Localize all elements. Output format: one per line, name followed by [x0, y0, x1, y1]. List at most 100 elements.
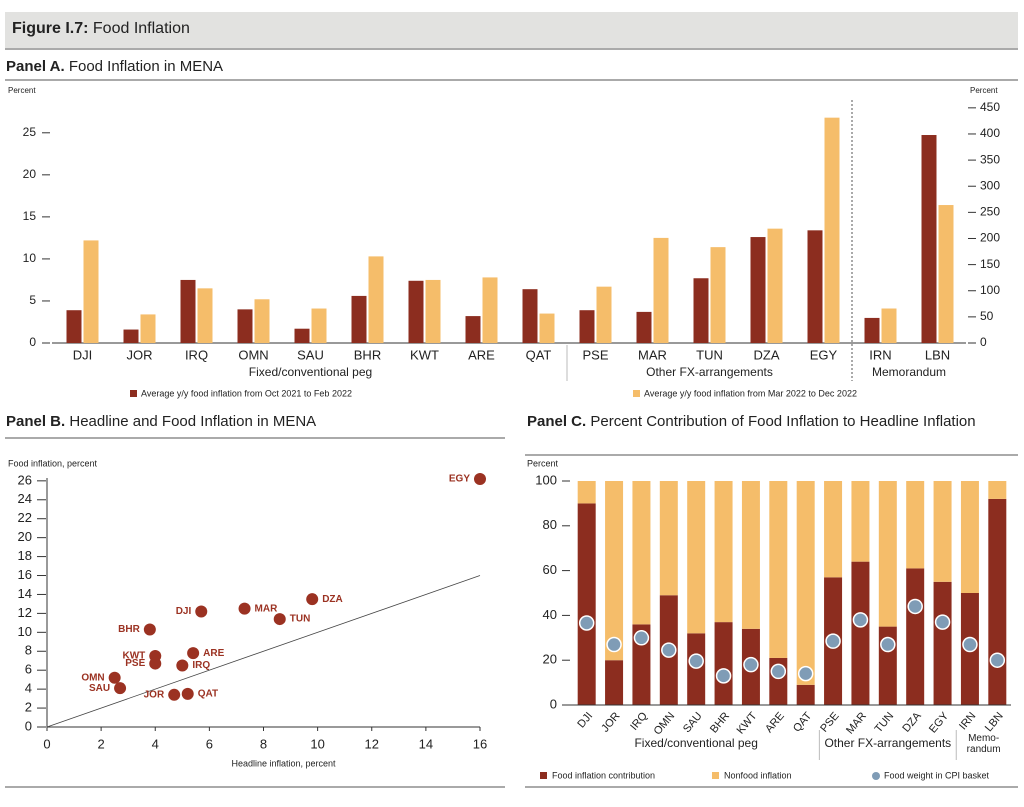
bar [881, 308, 897, 343]
x-tick-label: LBN [925, 347, 950, 362]
legend-label: Food inflation contribution [552, 770, 655, 780]
legend-swatch [540, 772, 547, 779]
y-tick-label: 25 [23, 125, 37, 139]
y-tick-label: 20 [23, 167, 37, 181]
bar-segment [769, 481, 788, 658]
bar [710, 247, 726, 343]
bar-segment [577, 503, 596, 705]
bar-segment [796, 684, 815, 705]
x-tick-label: LBN [983, 710, 1006, 734]
x-tick-label: BHR [354, 347, 381, 362]
bar [351, 295, 367, 343]
point-label: MAR [255, 603, 279, 614]
dot [578, 615, 595, 631]
panel-label: Panel B. [6, 413, 66, 430]
point-label: PSE [125, 658, 145, 669]
y2-axis-label: Percent [970, 86, 998, 95]
x-tick-label: DJI [575, 710, 595, 730]
point-label: DZA [322, 594, 343, 605]
bar-segment [577, 481, 596, 504]
x-tick-label: BHR [708, 710, 732, 736]
x-tick-label: QAT [526, 347, 552, 362]
diagonal [46, 575, 481, 728]
point [168, 688, 181, 701]
point [108, 671, 121, 684]
point [238, 602, 251, 615]
bar-segment [878, 481, 897, 627]
bar [311, 308, 327, 343]
point-label: IRQ [192, 660, 210, 671]
group-label: Other FX-arrangements [824, 736, 951, 750]
dot [852, 612, 869, 628]
bar-segment [687, 481, 706, 634]
bar [636, 311, 652, 343]
x-tick-label: SAU [297, 347, 324, 362]
bar [482, 277, 498, 343]
figure-title-text: Food Inflation [92, 20, 190, 37]
x-tick-label: OMN [652, 710, 678, 737]
dot [934, 614, 951, 630]
bar [180, 279, 196, 343]
bar [254, 299, 270, 343]
group-label: Other FX-arrangements [646, 365, 773, 379]
x-tick-label: TUN [696, 347, 723, 362]
bar [408, 280, 424, 343]
x-axis-label: Headline inflation, percent [231, 758, 336, 768]
bar [425, 279, 441, 343]
panel-label: Panel C. [527, 413, 587, 430]
x-tick-label: 12 [365, 736, 379, 751]
legend-label: Food weight in CPI basket [884, 770, 990, 780]
y-tick-label: 16 [18, 567, 32, 582]
bar-segment [632, 624, 651, 705]
y2-tick-label: 300 [980, 178, 1000, 192]
point-label: BHR [118, 624, 140, 635]
y-tick-label: 0 [550, 696, 557, 711]
bar [824, 117, 840, 343]
point [306, 593, 319, 606]
bar-segment [906, 481, 925, 569]
bar-segment [659, 481, 678, 596]
x-tick-label: 14 [419, 736, 433, 751]
y-tick-label: 14 [18, 586, 32, 601]
panel-title: Panel C. Percent Contribution of Food In… [527, 413, 1024, 431]
bar [237, 309, 253, 343]
bar [767, 228, 783, 343]
bar-segment [851, 481, 870, 562]
y-tick-label: 18 [18, 548, 32, 563]
bar-segment [851, 561, 870, 705]
bar-segment [796, 481, 815, 685]
bar [83, 240, 99, 343]
y2-tick-label: 250 [980, 205, 1000, 219]
point [273, 613, 286, 626]
bar [579, 310, 595, 343]
y2-tick-label: 200 [980, 231, 1000, 245]
panel-title: Panel A. Food Inflation in MENA [6, 58, 223, 75]
group-label: Fixed/conventional peg [249, 365, 372, 379]
x-tick-label: 8 [260, 736, 267, 751]
y2-tick-label: 100 [980, 283, 1000, 297]
x-tick-label: EGY [810, 347, 838, 362]
bar-segment [960, 481, 979, 593]
x-tick-label: IRQ [185, 347, 208, 362]
x-tick-label: PSE [582, 347, 608, 362]
dot [770, 663, 787, 680]
dot [743, 656, 759, 673]
x-tick-label: QAT [791, 710, 814, 735]
x-tick-label: KWT [410, 347, 439, 362]
y-tick-label: 24 [18, 491, 32, 506]
point [195, 605, 208, 618]
bar [539, 313, 555, 343]
y2-tick-label: 150 [980, 257, 1000, 271]
figure-title: Figure I.7: Food Inflation [12, 20, 190, 38]
legend-label: Average y/y food inflation from Oct 2021… [141, 388, 352, 398]
bar-segment [906, 568, 925, 705]
y-tick-label: 8 [25, 643, 32, 658]
y-axis-label: Percent [527, 458, 559, 468]
point [181, 687, 194, 700]
x-tick-label: OMN [238, 347, 268, 362]
bar-segment [741, 481, 760, 629]
point-label: EGY [449, 474, 470, 485]
y-tick-label: 80 [543, 517, 557, 532]
